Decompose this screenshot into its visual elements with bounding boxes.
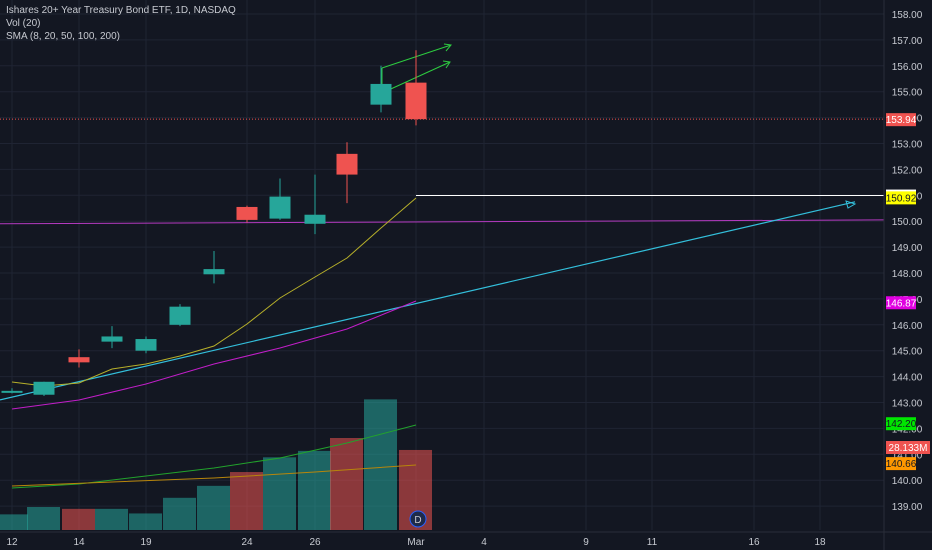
volume-bar [197,485,230,530]
x-tick-label: 4 [481,537,487,548]
y-tick-label: 153.00 [892,140,923,151]
price-label: 142.20 [886,419,917,430]
volume-bar [129,513,162,530]
candle-body [33,381,55,395]
y-tick-label: 155.00 [892,88,923,99]
volume-bar [27,507,60,530]
y-tick-label: 141.00 [892,450,923,461]
candle-body [304,214,326,224]
y-tick-label: 140.00 [892,476,923,487]
green-arrow-head [442,60,451,69]
y-tick-label: 148.00 [892,269,923,280]
cyan-trendline-arrowhead [845,200,857,209]
candle-body [405,82,427,120]
volume-indicator-label: Vol (20) [6,18,41,29]
volume-bar [163,497,196,530]
x-tick-label: 11 [647,537,658,548]
x-tick-label: 18 [814,537,826,548]
y-tick-label: 156.00 [892,62,923,73]
x-tick-label: 26 [309,537,321,548]
price-label: 153.94 [886,115,917,126]
price-label: 150.92 [886,193,917,204]
green-arrow-head [443,43,452,52]
candle-body [135,339,157,351]
volume-bar [263,457,296,530]
volume-bar [230,472,263,530]
volume-bar [298,450,331,530]
x-tick-label: 16 [748,537,760,548]
y-tick-label: 146.00 [892,321,923,332]
volume-ma-line-orange [11,464,417,487]
volume-bar [364,399,397,530]
price-label: 146.87 [886,298,917,309]
candle-body [370,83,392,105]
candles [1,50,427,397]
annotation-marker-label: D [414,515,421,526]
price-label-bg [886,417,916,431]
y-tick-label: 150.00 [892,217,923,228]
x-tick-label: 12 [6,537,18,548]
annotation-marker-circle [409,510,427,528]
chart-title: Ishares 20+ Year Treasury Bond ETF, 1D, … [6,5,236,16]
x-axis-ticks: 12 14 19 24 26 Mar 4 9 11 16 18 [6,537,826,548]
sma-line-magenta [11,300,417,410]
x-tick-label: 9 [583,537,589,548]
candle-body [269,196,291,219]
candle-body [101,336,123,342]
candle-body [169,306,191,325]
volume-value-label: 28.133M [889,443,928,454]
cyan-trendline [0,201,856,401]
x-tick-label: 14 [73,537,85,548]
y-tick-label: 144.00 [892,373,923,384]
sma-indicator-label: SMA (8, 20, 50, 100, 200) [6,31,120,42]
y-tick-label: 145.00 [892,347,923,358]
volume-bar [95,508,128,530]
y-tick-label: 157.00 [892,36,923,47]
horizontal-level-line [0,219,885,225]
candle-body [336,153,358,175]
volume-bar [330,438,363,530]
y-tick-label: 139.00 [892,502,923,513]
x-tick-label: 24 [241,537,253,548]
price-label-bg [886,457,916,471]
y-tick-label: 152.00 [892,165,923,176]
y-tick-label: 158.00 [892,10,923,21]
sma-line-yellow [11,197,417,387]
volume-bar [62,508,95,530]
price-label-bg [886,113,916,127]
volume-ma-line-green [11,424,417,489]
candle-body [203,269,225,275]
price-label-bg [886,296,916,310]
y-tick-label: 149.00 [892,243,923,254]
price-label-bg [886,191,916,205]
price-label: 140.66 [886,459,917,470]
x-tick-label: 19 [140,537,152,548]
candle-body [68,357,90,363]
x-tick-label: Mar [407,537,425,548]
volume-value-label-bg [886,441,930,454]
volume-bar [0,514,28,530]
y-tick-label: 143.00 [892,399,923,410]
candle-body [236,206,258,220]
volume-bars [0,399,432,530]
candle-body [1,390,23,393]
